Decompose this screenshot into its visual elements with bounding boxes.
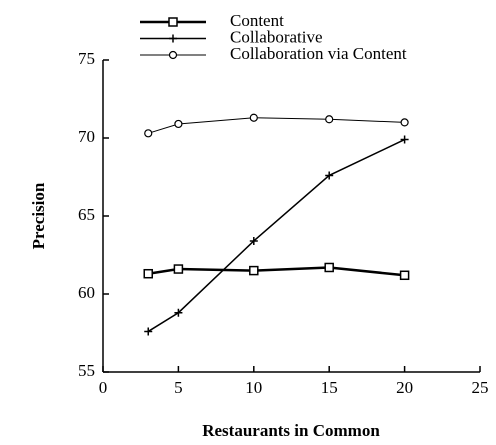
- y-tick-label: 65: [78, 205, 95, 224]
- marker: [400, 135, 409, 144]
- series-line: [148, 266, 405, 277]
- marker: [249, 236, 258, 245]
- marker: [249, 113, 258, 122]
- x-tick-label: 20: [396, 378, 413, 397]
- marker: [143, 268, 153, 279]
- x-tick-label: 0: [99, 378, 108, 397]
- legend-label: Collaborative: [230, 27, 323, 46]
- marker: [324, 262, 334, 273]
- x-tick-label: 15: [321, 378, 338, 397]
- x-tick-label: 25: [472, 378, 489, 397]
- y-tick-label: 75: [78, 49, 95, 68]
- marker: [174, 308, 183, 317]
- marker: [144, 327, 153, 336]
- x-tick-label: 5: [174, 378, 183, 397]
- marker: [400, 118, 409, 127]
- marker: [325, 171, 334, 180]
- legend-label: Content: [230, 11, 284, 30]
- marker: [144, 129, 153, 138]
- y-tick-label: 55: [78, 361, 95, 380]
- y-axis-label: Precision: [29, 182, 48, 249]
- series-line: [148, 117, 405, 134]
- legend-label: Collaboration via Content: [230, 44, 407, 63]
- marker: [249, 265, 259, 276]
- x-axis-label: Restaurants in Common: [202, 421, 380, 440]
- series-line: [147, 138, 405, 333]
- marker: [168, 17, 178, 27]
- marker: [168, 50, 178, 60]
- marker: [174, 119, 183, 129]
- x-tick-label: 10: [245, 378, 262, 397]
- y-tick-label: 70: [78, 127, 95, 146]
- y-tick-label: 60: [78, 283, 95, 302]
- marker: [325, 115, 334, 124]
- marker: [169, 34, 177, 43]
- marker: [173, 264, 184, 274]
- marker: [399, 270, 410, 281]
